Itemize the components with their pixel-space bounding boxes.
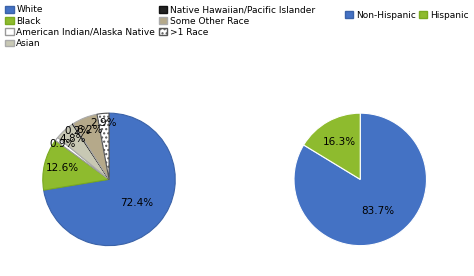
Wedge shape [294,113,427,246]
Wedge shape [73,114,109,179]
Wedge shape [44,113,175,246]
Text: 0.2%: 0.2% [64,126,91,136]
Text: 0.9%: 0.9% [50,139,76,149]
Wedge shape [58,124,109,179]
Wedge shape [73,124,109,179]
Text: 16.3%: 16.3% [323,137,356,147]
Text: 72.4%: 72.4% [120,198,154,208]
Wedge shape [97,113,109,179]
Wedge shape [55,137,109,179]
Legend: White, Black, American Indian/Alaska Native, Asian, Native Hawaiian/Pacific Isla: White, Black, American Indian/Alaska Nat… [5,4,316,49]
Wedge shape [43,140,109,190]
Text: 83.7%: 83.7% [362,206,395,216]
Wedge shape [304,113,360,179]
Text: 4.8%: 4.8% [59,134,86,144]
Text: 2.9%: 2.9% [91,118,117,128]
Text: 6.2%: 6.2% [76,125,103,135]
Text: 12.6%: 12.6% [46,163,79,173]
Legend: Non-Hispanic, Hispanic: Non-Hispanic, Hispanic [344,10,469,21]
